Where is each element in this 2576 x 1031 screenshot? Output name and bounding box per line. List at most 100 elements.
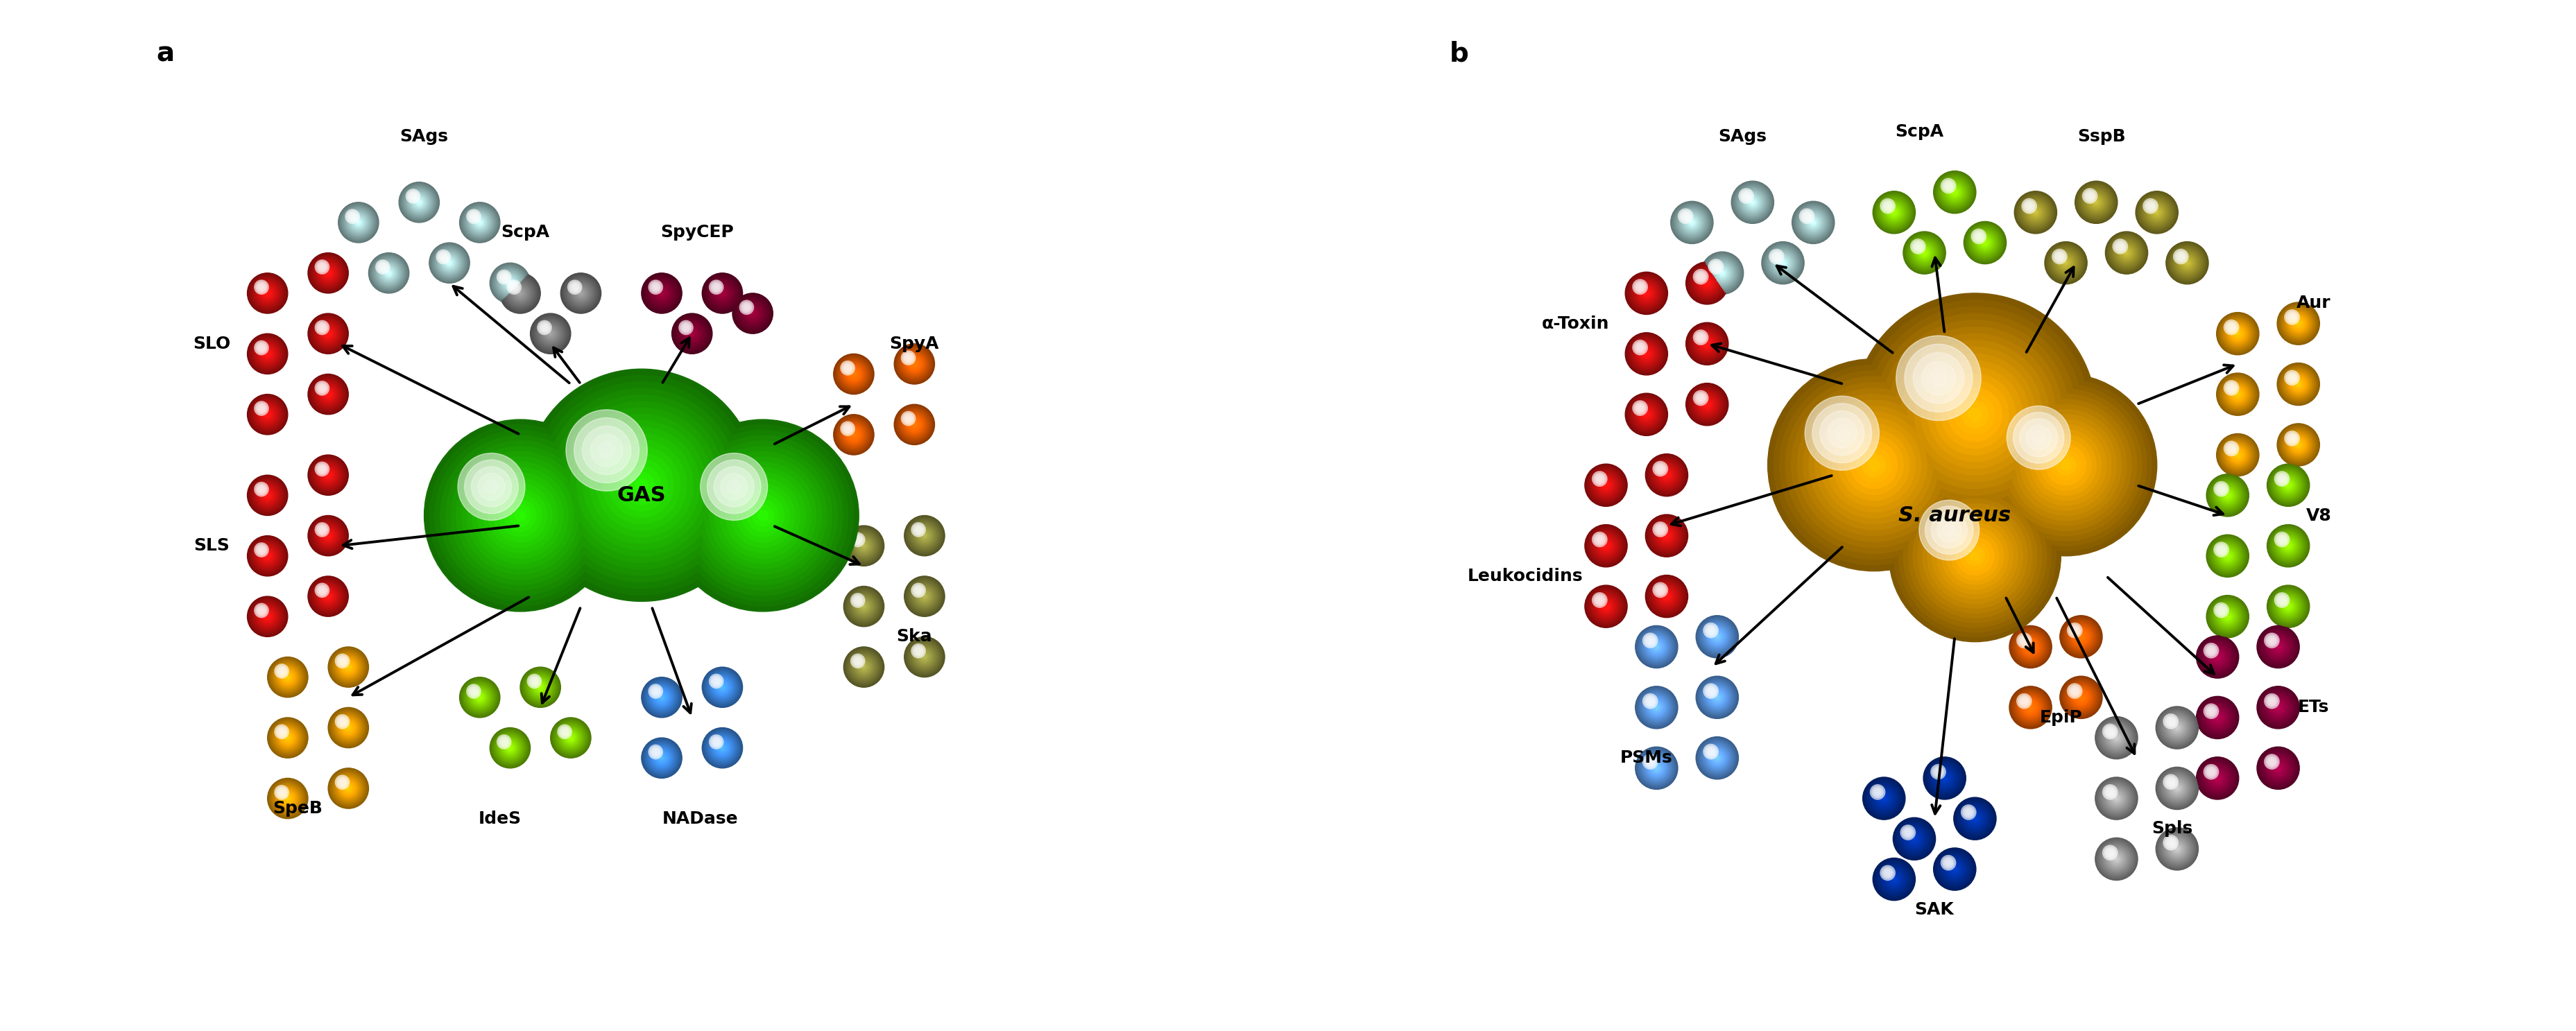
Circle shape	[2213, 481, 2241, 509]
Circle shape	[260, 406, 276, 423]
Circle shape	[2097, 840, 2136, 877]
Circle shape	[909, 641, 940, 672]
Circle shape	[2076, 633, 2084, 640]
Circle shape	[1878, 793, 1891, 804]
Circle shape	[510, 285, 518, 290]
Circle shape	[842, 425, 863, 444]
Circle shape	[1772, 254, 1780, 260]
Circle shape	[2233, 391, 2241, 398]
Circle shape	[1703, 684, 1731, 711]
Circle shape	[1919, 500, 1978, 560]
Circle shape	[2269, 639, 2272, 642]
Circle shape	[2076, 184, 2115, 221]
Circle shape	[469, 686, 479, 697]
Circle shape	[649, 744, 662, 759]
Circle shape	[2174, 726, 2179, 730]
Circle shape	[2107, 850, 2112, 856]
Circle shape	[848, 651, 881, 684]
Circle shape	[314, 260, 343, 287]
Circle shape	[335, 654, 350, 668]
Circle shape	[1654, 704, 1659, 711]
Circle shape	[2048, 245, 2084, 280]
Circle shape	[1698, 396, 1716, 412]
Circle shape	[502, 740, 518, 756]
Text: Ska: Ska	[896, 629, 933, 645]
Circle shape	[556, 723, 585, 753]
Circle shape	[260, 548, 263, 552]
Circle shape	[2169, 781, 2184, 795]
Circle shape	[907, 418, 909, 420]
Circle shape	[2115, 242, 2125, 251]
Circle shape	[317, 385, 337, 404]
Circle shape	[2285, 370, 2313, 398]
Circle shape	[2084, 191, 2107, 214]
Circle shape	[1749, 200, 1754, 204]
Circle shape	[1595, 533, 1605, 545]
Circle shape	[286, 735, 291, 740]
Circle shape	[2202, 641, 2233, 672]
Circle shape	[2105, 788, 2115, 797]
Circle shape	[1633, 279, 1662, 307]
Circle shape	[464, 681, 495, 713]
Circle shape	[2151, 206, 2164, 219]
Circle shape	[1649, 639, 1651, 642]
Circle shape	[716, 740, 719, 743]
Circle shape	[1641, 350, 1651, 359]
Circle shape	[322, 468, 335, 481]
Circle shape	[276, 666, 299, 689]
Circle shape	[1708, 627, 1726, 646]
Circle shape	[899, 348, 930, 379]
Circle shape	[2022, 637, 2040, 657]
Circle shape	[1641, 752, 1672, 785]
Circle shape	[1636, 627, 1677, 667]
Circle shape	[2027, 204, 2043, 221]
Circle shape	[1698, 678, 1736, 717]
Circle shape	[325, 391, 332, 398]
Circle shape	[513, 287, 528, 300]
Circle shape	[2164, 714, 2190, 740]
Circle shape	[1687, 385, 1726, 425]
Circle shape	[2269, 760, 2287, 776]
Circle shape	[319, 325, 325, 330]
Circle shape	[379, 262, 399, 285]
Circle shape	[464, 460, 518, 513]
Circle shape	[2264, 694, 2280, 708]
Circle shape	[2094, 838, 2138, 880]
Circle shape	[1721, 271, 1723, 275]
Circle shape	[1700, 275, 1703, 278]
Circle shape	[922, 654, 927, 660]
Circle shape	[562, 274, 600, 312]
Circle shape	[652, 282, 672, 304]
Circle shape	[1888, 206, 1901, 219]
Circle shape	[469, 687, 479, 696]
Circle shape	[744, 304, 750, 310]
Circle shape	[1875, 862, 1911, 897]
Circle shape	[312, 258, 343, 289]
Circle shape	[1695, 737, 1739, 779]
Circle shape	[2063, 680, 2097, 713]
Circle shape	[410, 194, 415, 199]
Circle shape	[2221, 377, 2254, 410]
Circle shape	[711, 675, 721, 687]
Circle shape	[1662, 470, 1672, 479]
Circle shape	[1937, 771, 1953, 786]
Circle shape	[1932, 765, 1958, 791]
Circle shape	[2020, 697, 2030, 705]
Circle shape	[1654, 524, 1680, 547]
Circle shape	[322, 388, 335, 401]
Circle shape	[2105, 727, 2115, 736]
Circle shape	[322, 327, 335, 340]
Circle shape	[1695, 331, 1721, 357]
Circle shape	[2200, 701, 2233, 734]
Circle shape	[252, 541, 283, 570]
Circle shape	[1587, 466, 1625, 504]
Circle shape	[1600, 478, 1613, 492]
Circle shape	[1906, 235, 1942, 270]
Circle shape	[1865, 778, 1904, 819]
Circle shape	[845, 426, 850, 431]
Circle shape	[1765, 244, 1801, 281]
Circle shape	[1692, 391, 1708, 405]
Circle shape	[896, 405, 933, 443]
Circle shape	[2107, 851, 2125, 867]
Circle shape	[2146, 202, 2166, 223]
